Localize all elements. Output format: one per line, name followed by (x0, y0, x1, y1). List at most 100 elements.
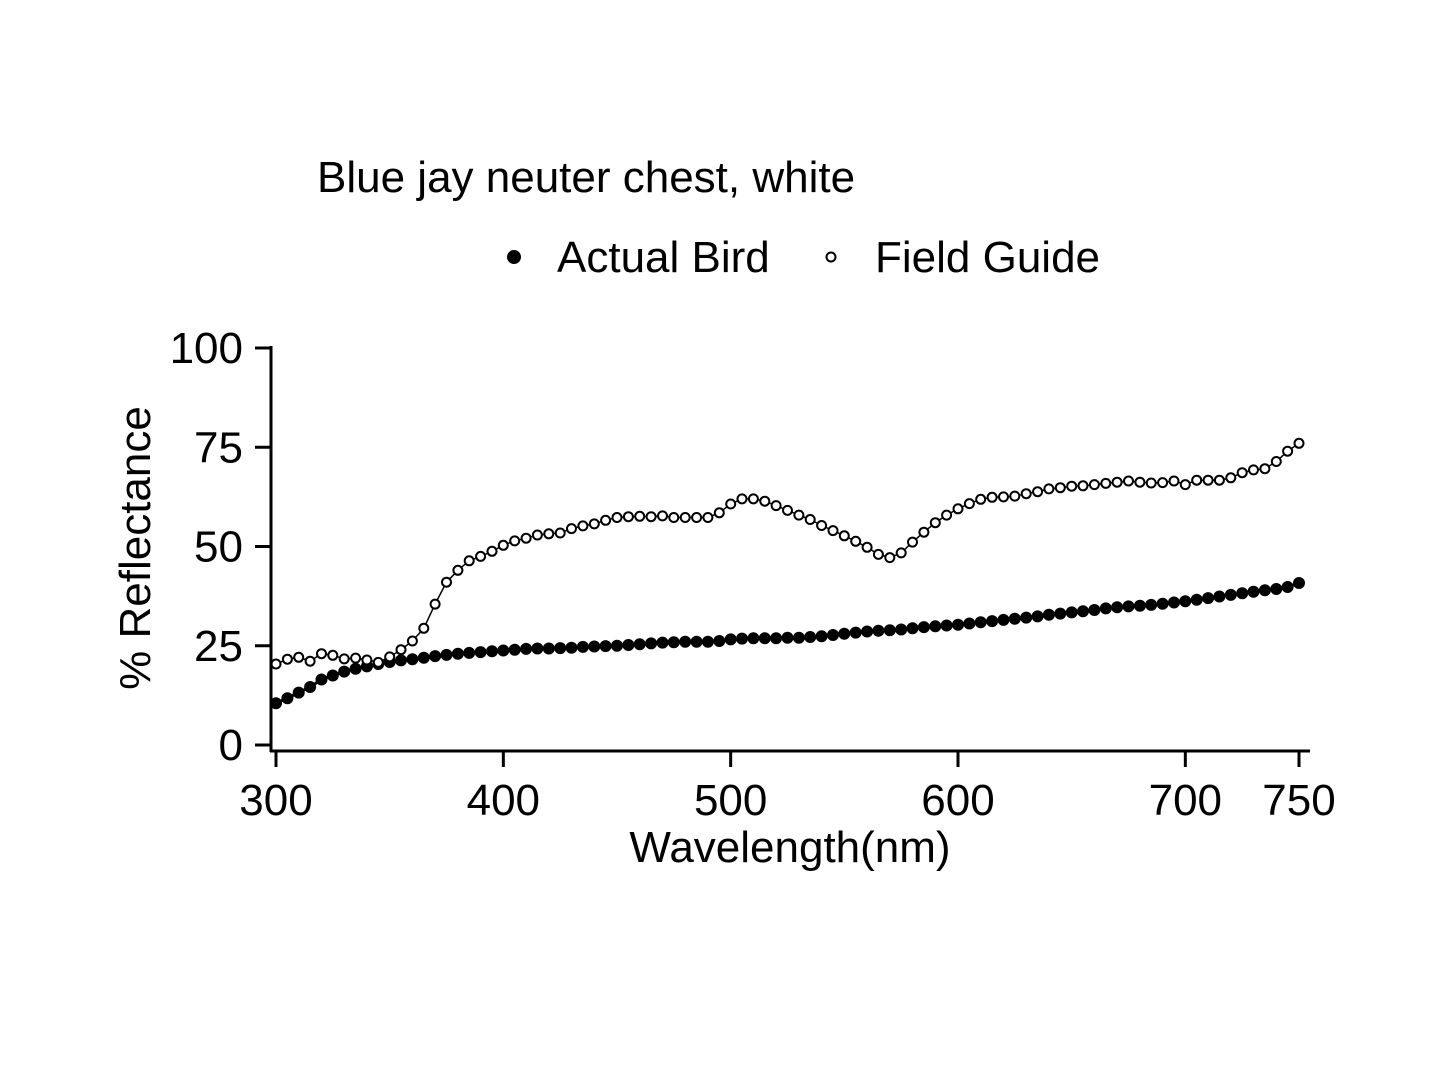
data-point (713, 635, 726, 647)
data-point (418, 622, 430, 634)
data-point (1042, 608, 1055, 621)
legend-item: Actual Bird (507, 233, 770, 282)
data-point (486, 645, 498, 658)
x-axis-ticks: 300 400 500 600 700 750 (239, 751, 1336, 825)
data-point (986, 615, 999, 628)
data-point (679, 635, 692, 648)
data-point (667, 636, 680, 649)
data-point (986, 491, 998, 503)
data-point (1225, 472, 1237, 484)
data-point (690, 635, 703, 648)
data-point (1122, 600, 1135, 613)
data-point (1179, 479, 1191, 491)
data-point (1031, 610, 1044, 623)
plot-area: 0 25 50 75 100 300 400 500 600 700 750 (170, 324, 1336, 825)
data-point (349, 662, 362, 675)
data-point (827, 629, 839, 641)
data-point (1077, 605, 1089, 618)
data-point (1191, 474, 1203, 486)
data-point (792, 631, 805, 644)
data-point (1088, 604, 1101, 616)
legend-label: Actual Bird (557, 233, 770, 282)
x-tick-label: 300 (239, 776, 312, 825)
data-point (350, 652, 362, 664)
data-point (657, 510, 668, 522)
data-point (542, 642, 555, 655)
data-point (633, 638, 646, 651)
data-point (1157, 477, 1169, 489)
data-point (782, 504, 793, 516)
data-point (998, 491, 1009, 503)
data-point (736, 493, 748, 505)
data-point (531, 642, 544, 655)
data-point (838, 530, 850, 542)
data-point (463, 555, 475, 567)
data-point (668, 512, 680, 523)
data-point (975, 493, 987, 505)
data-point (599, 640, 612, 653)
data-point (1100, 477, 1112, 489)
y-tick-label: 50 (194, 523, 243, 572)
y-axis-label: % Reflectance (111, 406, 160, 690)
data-point (1008, 612, 1021, 625)
data-point (509, 535, 521, 547)
data-point (429, 650, 442, 663)
data-point (1202, 592, 1215, 605)
data-point (1088, 479, 1100, 491)
data-point (997, 613, 1010, 626)
legend: Actual Bird Field Guide (507, 233, 1100, 282)
data-point (406, 653, 419, 666)
data-point (815, 630, 828, 643)
data-point (781, 631, 794, 644)
legend-marker (825, 251, 837, 263)
x-tick-label: 500 (694, 776, 767, 825)
data-point (1020, 611, 1033, 624)
data-point (758, 632, 771, 645)
data-point (1270, 456, 1282, 467)
data-point (417, 651, 430, 664)
data-point (441, 576, 452, 588)
x-tick-label: 400 (467, 776, 540, 825)
series-line (275, 442, 1300, 665)
data-point (622, 639, 635, 651)
data-point (395, 644, 407, 656)
data-point (543, 528, 555, 540)
data-point (611, 639, 623, 652)
data-point (1054, 482, 1066, 494)
data-point (475, 550, 487, 562)
data-point (804, 631, 817, 643)
data-point (679, 512, 691, 523)
y-tick-label: 75 (194, 423, 243, 472)
data-point (1133, 599, 1146, 612)
data-point (1248, 464, 1259, 476)
legend-item: Field Guide (825, 233, 1100, 282)
data-point (508, 643, 521, 656)
data-point (1145, 598, 1158, 611)
data-point (895, 623, 908, 636)
data-point (918, 526, 930, 538)
data-point (1282, 445, 1294, 457)
data-point (838, 627, 851, 640)
data-point (338, 665, 351, 678)
data-point (281, 692, 294, 705)
data-point (849, 626, 862, 639)
data-point (884, 552, 896, 564)
data-point (326, 669, 339, 682)
data-point (1111, 601, 1124, 614)
data-point (816, 520, 828, 531)
data-point (759, 495, 771, 507)
data-point (645, 511, 657, 523)
legend-marker (507, 250, 521, 264)
data-point (497, 539, 509, 551)
x-axis-label: Wavelength(nm) (629, 823, 950, 872)
data-point (713, 507, 725, 519)
data-point (1156, 597, 1169, 610)
data-point (861, 625, 874, 638)
data-point (941, 509, 953, 521)
data-point (316, 648, 327, 660)
data-point (588, 640, 601, 653)
data-point (292, 686, 305, 699)
data-point (1270, 583, 1283, 595)
data-point (883, 624, 896, 637)
data-point (645, 637, 658, 650)
